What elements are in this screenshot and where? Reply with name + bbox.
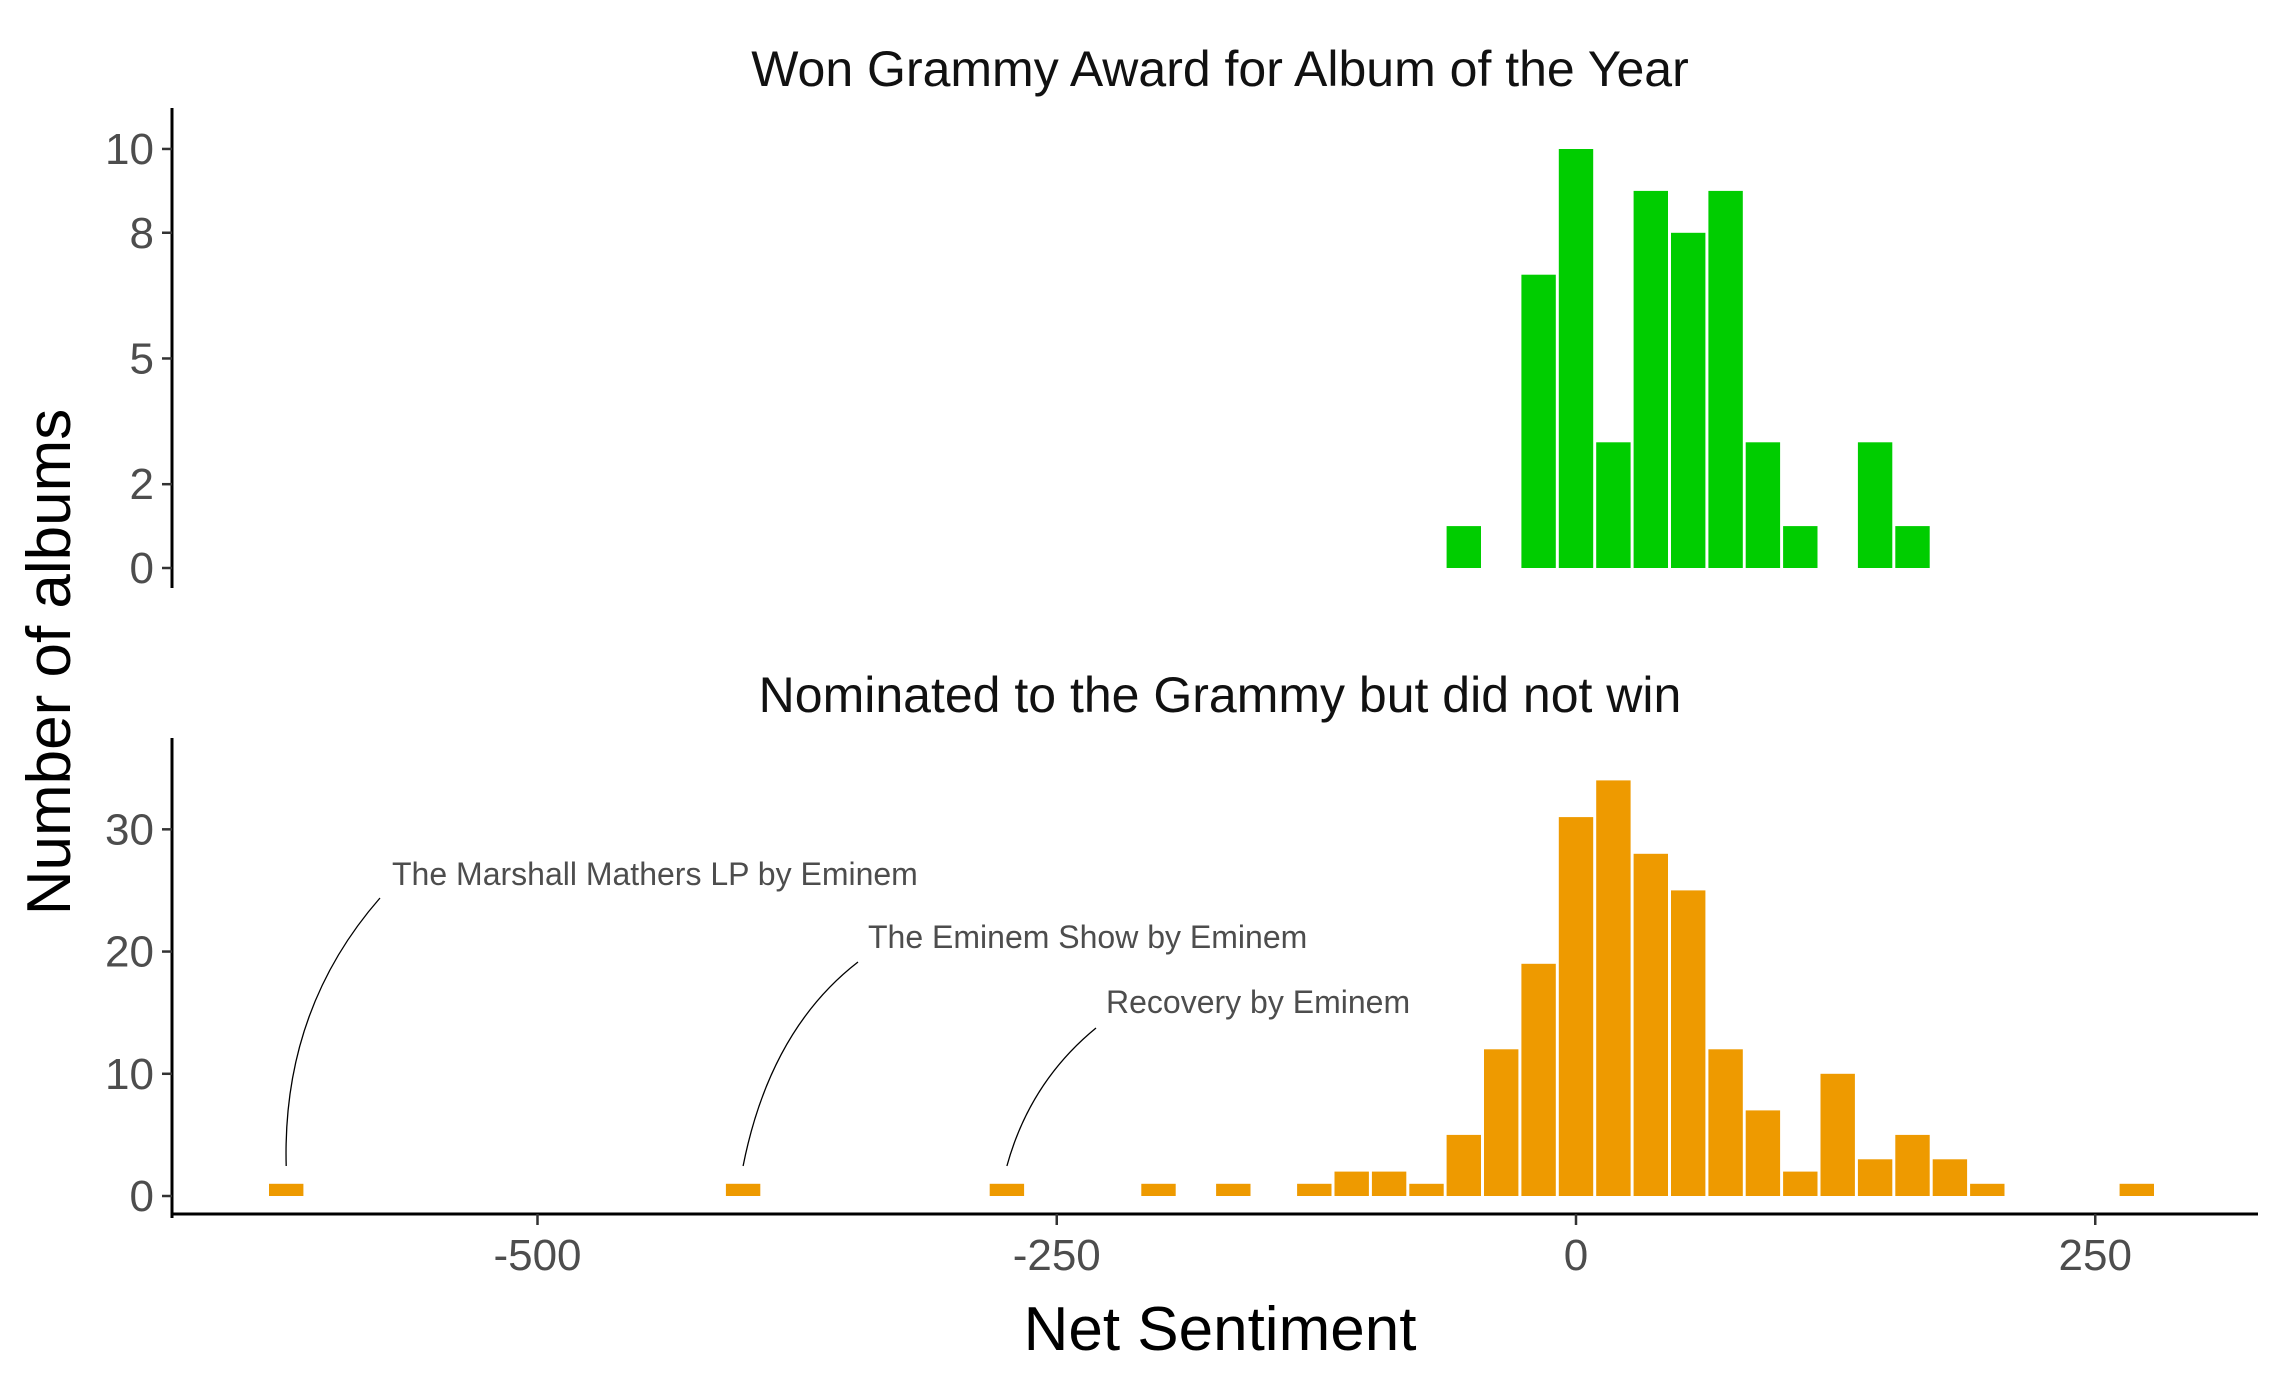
annotation-line: [742, 961, 859, 1167]
y-tick-label: 2: [130, 460, 154, 509]
bar: [2119, 1183, 2154, 1196]
bar: [1857, 1159, 1893, 1196]
annotation-label: Recovery by Eminem: [1106, 984, 1410, 1020]
bar: [1521, 274, 1556, 568]
y-tick-label: 5: [130, 334, 154, 383]
panel-title-nominated: Nominated to the Grammy but did not win: [759, 667, 1682, 723]
bar: [1783, 526, 1818, 568]
bar: [1446, 1134, 1481, 1196]
bar: [1970, 1183, 2005, 1196]
bar: [1820, 1073, 1855, 1196]
bar: [1297, 1183, 1332, 1196]
x-tick-label: 250: [2059, 1231, 2132, 1280]
x-tick-label: 0: [1564, 1231, 1588, 1280]
annotation-label: The Marshall Mathers LP by Eminem: [392, 856, 918, 892]
y-tick-label: 30: [105, 805, 154, 854]
bar: [1216, 1183, 1251, 1196]
bar: [1671, 890, 1706, 1196]
y-tick-label: 0: [130, 1172, 154, 1221]
panel-nominated: Nominated to the Grammy but did not win …: [105, 667, 2154, 1221]
annotations: The Marshall Mathers LP by Eminem The Emi…: [285, 856, 1410, 1167]
annotation-label: The Eminem Show by Eminem: [868, 919, 1307, 955]
bar: [1596, 780, 1631, 1196]
bars-won: [1446, 149, 1930, 569]
bar: [1484, 1049, 1519, 1196]
bar: [1895, 1134, 1930, 1196]
bar: [989, 1183, 1025, 1196]
y-tick-label: 10: [105, 1050, 154, 1099]
y-axis-nominated: 0 10 20 30: [105, 738, 174, 1221]
bar: [269, 1183, 304, 1196]
bar: [1141, 1183, 1176, 1196]
bar: [1409, 1183, 1444, 1196]
y-tick-label: 10: [105, 125, 154, 174]
y-tick-label: 8: [130, 209, 154, 258]
bar: [1371, 1171, 1407, 1196]
bar: [1558, 817, 1594, 1196]
annotation-line: [285, 897, 381, 1167]
bar: [1596, 442, 1631, 568]
annotation-line: [1006, 1027, 1097, 1167]
y-axis-won: 0 2 5 8 10: [105, 108, 174, 593]
bar: [1558, 149, 1594, 568]
bar: [1446, 526, 1481, 568]
y-axis-title: Number of albums: [15, 409, 84, 916]
bar: [1521, 963, 1556, 1196]
panel-won: Won Grammy Award for Album of the Year 0…: [105, 41, 1930, 593]
bars-nominated: [269, 780, 2154, 1196]
panel-title-won: Won Grammy Award for Album of the Year: [751, 41, 1689, 97]
bar: [1671, 232, 1706, 569]
x-axis: -500 -250 0 250: [172, 1212, 2258, 1280]
bar: [1708, 190, 1743, 568]
bar: [725, 1183, 761, 1196]
bar: [1745, 442, 1781, 568]
bar: [1783, 1171, 1818, 1196]
y-tick-label: 20: [105, 928, 154, 977]
bar: [1857, 442, 1893, 568]
bar: [1895, 526, 1930, 568]
bar: [1334, 1171, 1369, 1196]
bar: [1932, 1159, 1968, 1196]
x-tick-label: -250: [1013, 1231, 1101, 1280]
bar: [1708, 1049, 1743, 1196]
bar: [1745, 1110, 1781, 1196]
x-axis-title: Net Sentiment: [1024, 1295, 1417, 1364]
bar: [1633, 190, 1668, 568]
bar: [1633, 853, 1668, 1196]
y-tick-label: 0: [130, 544, 154, 593]
x-tick-label: -500: [493, 1231, 581, 1280]
